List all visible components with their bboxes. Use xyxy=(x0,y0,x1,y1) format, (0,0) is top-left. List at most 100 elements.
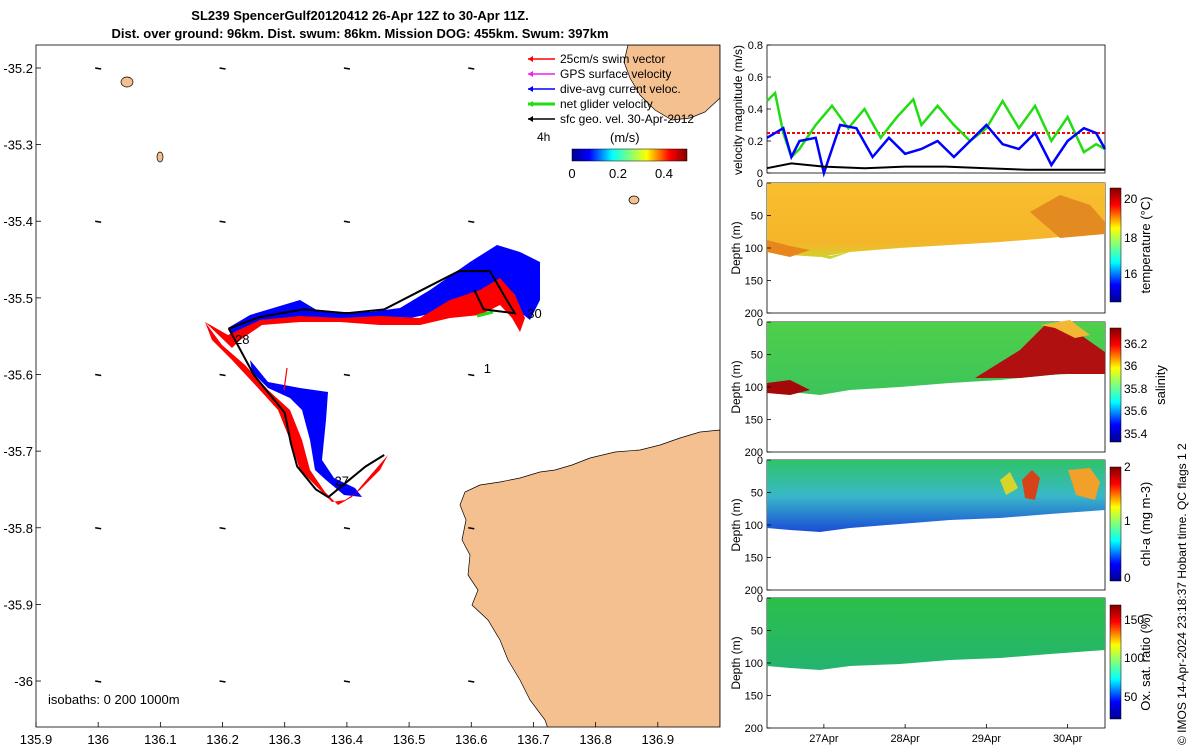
depth-axis-label: Depth (m) xyxy=(729,221,743,274)
sfc-arrow xyxy=(343,220,351,224)
depth-tick-label: 200 xyxy=(745,723,763,735)
legend-label: sfc geo. vel. 30-Apr-2012 xyxy=(560,112,694,126)
depth-axis-label: Depth (m) xyxy=(729,636,743,689)
section-colorbar-label: Ox. sat. ratio (%) xyxy=(1138,613,1153,711)
section-colorbar-tick: 35.8 xyxy=(1124,382,1148,396)
legend-label: dive-avg current veloc. xyxy=(560,82,681,96)
map-x-tick-label: 136.2 xyxy=(206,732,239,747)
section-colorbar-tick: 36.2 xyxy=(1124,337,1148,351)
velocity-y-tick-label: 0.6 xyxy=(748,72,763,84)
depth-tick-label: 0 xyxy=(757,317,763,329)
map-x-tick-label: 136.1 xyxy=(144,732,177,747)
salinity-colorbar xyxy=(1109,327,1122,443)
depth-tick-label: 150 xyxy=(745,691,763,703)
temperature-colorbar xyxy=(1109,187,1122,303)
map-y-tick-label: -35.4 xyxy=(3,214,33,229)
sfc-arrow xyxy=(219,373,226,377)
sfc-arrow xyxy=(468,220,475,224)
map-y-tick-label: -36 xyxy=(14,674,33,689)
legend-label: 25cm/s swim vector xyxy=(560,52,665,66)
island-2 xyxy=(156,151,164,163)
depth-tick-label: 50 xyxy=(751,211,763,223)
salinity-panel xyxy=(766,320,1106,453)
map-y-tick-label: -35.7 xyxy=(3,444,33,459)
land-south xyxy=(459,429,720,727)
velocity-y-tick-label: 0.2 xyxy=(748,136,763,148)
section-colorbar-tick: 150 xyxy=(1124,613,1144,627)
map-y-axis: -35.2 -35.3 -35.4 -35.5 -35.6 -35.7 -35.8 -35.9… xyxy=(3,61,41,689)
depth-tick-label: 200 xyxy=(745,308,763,320)
map-y-tick-label: -35.5 xyxy=(3,291,33,306)
chl-red-patch xyxy=(1022,470,1040,500)
island-1 xyxy=(120,76,134,88)
temperature-green-strip xyxy=(800,252,850,259)
track-day-label: 28 xyxy=(235,332,249,347)
section-axes: 0 50 100 150 200 Depth (m) 0 50 100 150 200 Depth (… xyxy=(729,178,771,735)
depth-tick-label: 50 xyxy=(751,626,763,638)
sfc-arrow xyxy=(468,680,475,683)
map-x-tick-label: 136.6 xyxy=(455,732,488,747)
map-x-tick-label: 136.5 xyxy=(393,732,426,747)
section-colorbar-tick: 2 xyxy=(1124,460,1131,474)
oxygen-panel xyxy=(766,597,1106,729)
chl-yellow-patch xyxy=(1000,472,1018,495)
sfc-arrow xyxy=(343,67,351,70)
isobath-label: isobaths: 0 200 1000m xyxy=(48,692,180,707)
sfc-arrow xyxy=(468,373,475,377)
current-envelope-north xyxy=(228,245,540,338)
sfc-arrow xyxy=(95,220,102,224)
sfc-arrow xyxy=(95,67,102,70)
section-colorbar-tick: 50 xyxy=(1124,690,1138,704)
temperature-warm-patch xyxy=(1030,195,1105,238)
chart-title: SL239 SpencerGulf20120412 26-Apr 12Z to … xyxy=(191,8,529,23)
velocity-lines xyxy=(766,90,1107,178)
depth-tick-label: 200 xyxy=(745,447,763,459)
velocity-y-axis: 0 0.2 0.4 0.6 0.8 xyxy=(748,40,771,180)
sfc-arrow xyxy=(468,67,475,70)
depth-tick-label: 150 xyxy=(745,553,763,565)
velocity-y-tick-label: 0 xyxy=(757,168,763,180)
legend-arrowhead xyxy=(528,71,533,77)
map-x-tick-label: 135.9 xyxy=(20,732,53,747)
swim-vector-stray xyxy=(283,367,288,391)
section-colorbar-tick: 16 xyxy=(1124,267,1138,281)
velocity-ylabel: velocity magnitude (m/s) xyxy=(731,45,745,175)
depth-tick-label: 50 xyxy=(751,350,763,362)
depth-tick-label: 100 xyxy=(745,520,763,532)
legend-arrowhead xyxy=(528,56,533,62)
section-colorbar-tick: 18 xyxy=(1124,231,1138,245)
map-colorbar-tick: 0 xyxy=(568,166,575,181)
section-colorbar-tick: 100 xyxy=(1124,651,1144,665)
island-3 xyxy=(628,195,640,205)
legend-label: net glider velocity xyxy=(560,97,653,111)
swim-vectors-south xyxy=(205,322,388,505)
velocity-series-line xyxy=(766,123,1107,178)
velocity-panel: 0 0.2 0.4 0.6 0.8 velocity magnitude (m/s) xyxy=(731,40,1107,180)
chl-section xyxy=(767,460,1105,532)
velocity-y-tick-label: 0.4 xyxy=(748,104,763,116)
sfc-arrow xyxy=(219,67,226,70)
time-tick-label: 27Apr xyxy=(809,733,839,745)
salinity-red-bottom xyxy=(767,380,810,395)
legend-arrowhead xyxy=(528,101,533,107)
depth-axis-label: Depth (m) xyxy=(729,498,743,551)
footer-text: © IMOS 14-Apr-2024 23:18:37 Hobart time.… xyxy=(1175,443,1189,745)
land-northeast xyxy=(623,45,720,121)
map-y-tick-label: -35.8 xyxy=(3,521,33,536)
track-day-labels: 30 1 28 27 xyxy=(235,306,542,489)
depth-tick-label: 50 xyxy=(751,488,763,500)
map-y-tick-label: -35.3 xyxy=(3,138,33,153)
section-colorbar-tick: 0 xyxy=(1124,571,1131,585)
glider-track-south xyxy=(227,328,385,499)
velocity-series-line xyxy=(766,90,1106,160)
depth-tick-label: 150 xyxy=(745,415,763,427)
depth-tick-label: 100 xyxy=(745,382,763,394)
oxygen-section xyxy=(767,598,1105,670)
oxygen-colorbar xyxy=(1109,604,1122,720)
time-tick-label: 30Apr xyxy=(1053,733,1083,745)
map-x-tick-label: 136.8 xyxy=(579,732,612,747)
temperature-bottom xyxy=(767,240,810,257)
legend-4h: 4h xyxy=(537,130,550,144)
